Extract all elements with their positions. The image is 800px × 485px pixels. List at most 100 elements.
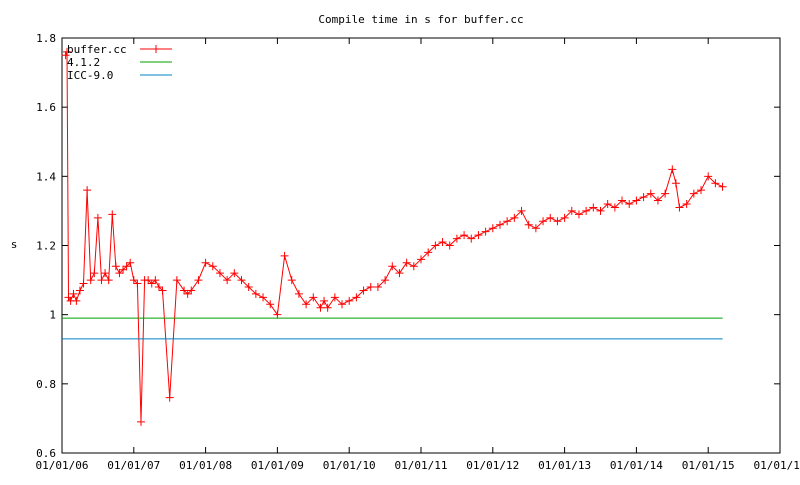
data-point xyxy=(668,165,677,174)
data-point xyxy=(431,241,440,250)
data-point xyxy=(320,296,329,305)
x-tick-label: 01/01/07 xyxy=(107,459,160,472)
data-point xyxy=(230,269,239,278)
data-point xyxy=(395,269,404,278)
data-point xyxy=(675,203,684,212)
data-point xyxy=(574,210,583,219)
data-point xyxy=(503,217,512,226)
data-point xyxy=(488,224,497,233)
data-point xyxy=(495,220,504,229)
data-point xyxy=(133,279,142,288)
data-point xyxy=(183,289,192,298)
data-point xyxy=(122,262,131,271)
data-point xyxy=(711,179,720,188)
x-tick-label: 01/01/15 xyxy=(682,459,735,472)
data-point xyxy=(625,200,634,208)
data-point xyxy=(610,203,619,212)
data-point xyxy=(72,296,81,305)
data-point xyxy=(539,217,548,226)
data-point xyxy=(194,276,203,285)
data-point xyxy=(259,293,268,302)
x-axis: 01/01/06 01/01/07 01/01/08 01/01/09 01/01/10… xyxy=(36,38,800,472)
y-tick-label: 1.4 xyxy=(36,170,56,183)
y-tick-label: 0.8 xyxy=(36,378,56,391)
data-point xyxy=(201,258,210,267)
data-point xyxy=(467,234,476,243)
x-tick-label: 01/01/13 xyxy=(538,459,591,472)
data-point xyxy=(531,224,540,233)
data-point xyxy=(618,196,627,205)
data-point xyxy=(718,182,727,191)
data-point xyxy=(316,303,325,312)
data-point xyxy=(417,255,425,264)
data-point xyxy=(215,269,224,278)
data-point xyxy=(352,293,361,302)
y-tick-label: 1.2 xyxy=(36,240,56,253)
data-point xyxy=(147,279,156,288)
data-point xyxy=(83,186,92,195)
chart-title: Compile time in s for buffer.cc xyxy=(318,13,523,26)
y-tick-label: 1.8 xyxy=(36,32,56,45)
data-point xyxy=(589,203,598,212)
data-point xyxy=(639,193,648,202)
data-point xyxy=(704,172,713,181)
data-point xyxy=(517,206,526,215)
data-point xyxy=(93,213,102,222)
legend-label: buffer.cc xyxy=(67,43,127,56)
data-point xyxy=(689,189,698,198)
data-point xyxy=(223,276,232,285)
data-point xyxy=(129,276,138,285)
data-point xyxy=(460,231,469,240)
data-point xyxy=(237,276,246,285)
data-point xyxy=(402,258,411,267)
data-point xyxy=(244,283,253,291)
x-tick-label: 01/01/10 xyxy=(323,459,376,472)
data-point xyxy=(151,276,160,285)
y-tick-label: 1 xyxy=(49,309,56,322)
data-point xyxy=(104,276,113,285)
data-point xyxy=(180,286,189,295)
series-line-buffer-cc xyxy=(65,51,723,422)
data-point xyxy=(101,269,110,278)
x-tick-label: 01/01/11 xyxy=(395,459,448,472)
x-tick-label: 01/01/06 xyxy=(36,459,89,472)
data-point xyxy=(172,276,181,285)
x-tick-label: 01/01/09 xyxy=(251,459,304,472)
data-point xyxy=(330,293,339,302)
data-point xyxy=(63,47,72,56)
data-point xyxy=(603,200,612,208)
data-point xyxy=(251,289,260,298)
data-point xyxy=(108,210,117,219)
data-point xyxy=(165,393,174,402)
x-tick-label: 01/01/12 xyxy=(466,459,519,472)
data-point xyxy=(158,286,167,295)
data-point xyxy=(266,300,275,309)
data-point xyxy=(294,289,303,298)
data-point xyxy=(86,276,95,285)
data-point xyxy=(596,206,605,215)
y-tick-label: 1.6 xyxy=(36,101,56,114)
data-point xyxy=(302,300,311,309)
data-point xyxy=(582,206,591,215)
data-point xyxy=(567,206,576,215)
data-point xyxy=(474,231,483,240)
data-point xyxy=(75,286,84,295)
data-point xyxy=(119,265,128,274)
data-point xyxy=(154,283,163,291)
data-point xyxy=(111,262,120,271)
data-point xyxy=(560,213,569,222)
y-tick-label: 0.6 xyxy=(36,447,56,460)
data-point xyxy=(64,293,73,302)
data-point xyxy=(388,262,397,271)
data-point xyxy=(309,293,318,302)
data-point xyxy=(366,283,375,291)
data-point xyxy=(671,179,680,188)
data-point xyxy=(697,186,706,195)
data-point xyxy=(653,196,662,205)
data-point xyxy=(546,213,555,222)
data-point xyxy=(144,276,153,285)
legend-label: 4.1.2 xyxy=(67,56,100,69)
data-point xyxy=(553,217,562,226)
